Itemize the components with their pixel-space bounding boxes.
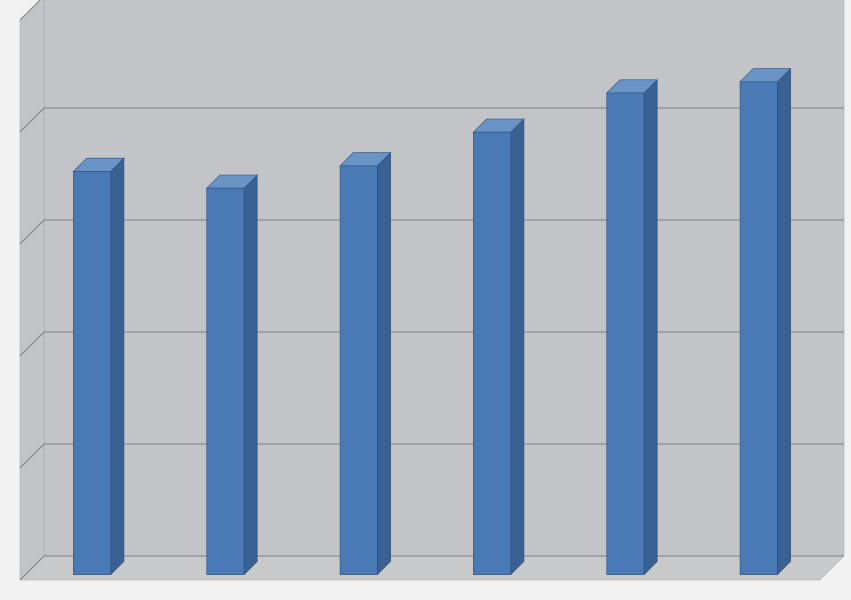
bar — [73, 158, 124, 574]
bar-chart — [0, 0, 851, 600]
side-wall — [20, 0, 44, 580]
floor — [20, 556, 844, 580]
bar — [607, 80, 658, 575]
back-wall — [44, 0, 844, 556]
bar — [473, 119, 524, 575]
chart-canvas — [0, 0, 851, 600]
bar — [340, 153, 391, 575]
bar — [740, 69, 791, 575]
bar — [207, 175, 258, 575]
